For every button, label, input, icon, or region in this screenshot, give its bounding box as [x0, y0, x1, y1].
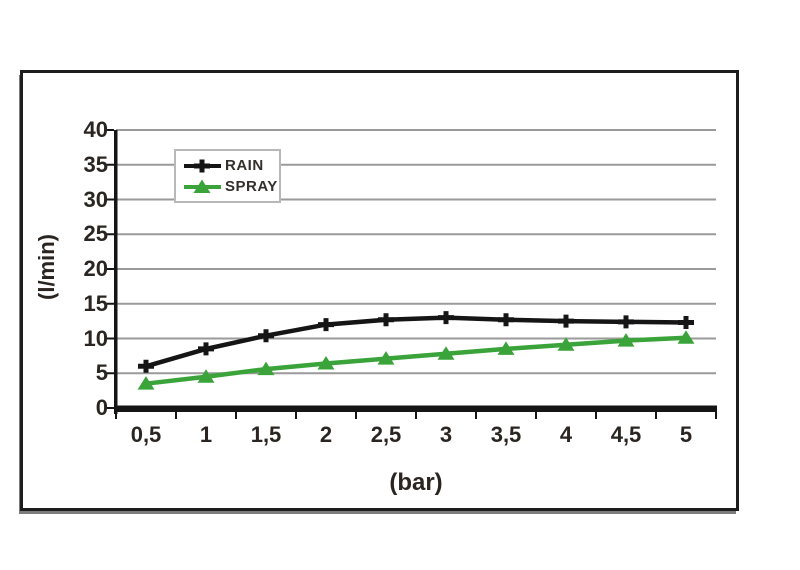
legend-marker-rain	[194, 159, 210, 172]
data-point-marker-rain	[438, 311, 454, 325]
legend-marker-spray	[193, 179, 211, 193]
x-tick-label: 4,5	[610, 422, 642, 447]
series-line-spray	[145, 335, 687, 386]
x-tick-label: 2,5	[370, 422, 402, 447]
data-point-marker-rain	[378, 313, 394, 327]
data-point-marker-spray	[497, 341, 515, 355]
x-tick-label: 1,5	[250, 422, 282, 447]
y-tick-label: 15	[83, 290, 108, 316]
y-tick-label: 25	[83, 221, 108, 247]
y-tick-label: 40	[83, 117, 108, 142]
series-line-rain	[145, 315, 687, 369]
x-tick-label: 1	[199, 422, 213, 447]
x-tick-label: 2	[319, 422, 333, 447]
data-point-marker-spray	[557, 337, 575, 351]
x-axis-line	[114, 405, 717, 412]
legend: RAIN SPRAY	[174, 149, 281, 203]
data-point-marker-rain	[138, 359, 154, 373]
chart-frame: (l/min) (bar) RAIN SPRAY 0 5 10 15 20 25 30 35 4…	[20, 70, 739, 511]
x-tick-label: 4	[559, 422, 573, 447]
y-tick-label: 30	[83, 186, 108, 212]
y-tick-label: 35	[83, 151, 108, 177]
data-point-marker-spray	[317, 356, 335, 370]
data-point-marker-rain	[558, 314, 574, 328]
legend-entry-rain: RAIN	[183, 158, 279, 174]
spray-line-marker-icon	[184, 179, 221, 193]
x-tick-label: 3	[439, 422, 453, 447]
data-point-marker-spray	[197, 369, 215, 383]
y-tick-label: 10	[83, 325, 108, 351]
data-point-marker-spray	[437, 346, 455, 360]
x-tick-label: 5	[679, 422, 693, 447]
x-tick-label: 3,5	[490, 422, 522, 447]
y-tick-label: 5	[95, 360, 108, 386]
x-axis-title: (bar)	[389, 469, 443, 496]
data-point-marker-rain	[618, 315, 634, 329]
data-point-marker-rain	[318, 318, 334, 332]
data-point-marker-spray	[137, 376, 155, 390]
x-tick-label: 0,5	[130, 422, 162, 447]
y-tick-label: 0	[95, 395, 108, 420]
y-axis-line	[114, 130, 118, 414]
y-tick-label: 20	[83, 256, 108, 281]
data-point-marker-rain	[678, 316, 694, 330]
data-point-marker-spray	[257, 361, 275, 376]
data-point-marker-spray	[617, 333, 635, 347]
legend-label-rain: RAIN	[225, 157, 264, 174]
data-point-marker-rain	[198, 342, 214, 356]
data-point-marker-rain	[258, 329, 274, 343]
legend-entry-spray: SPRAY	[183, 179, 279, 195]
legend-label-spray: SPRAY	[225, 178, 278, 195]
rain-line-marker-icon	[184, 159, 221, 172]
data-point-marker-rain	[498, 313, 514, 327]
data-point-marker-spray	[377, 351, 395, 365]
data-point-marker-spray	[677, 330, 695, 344]
